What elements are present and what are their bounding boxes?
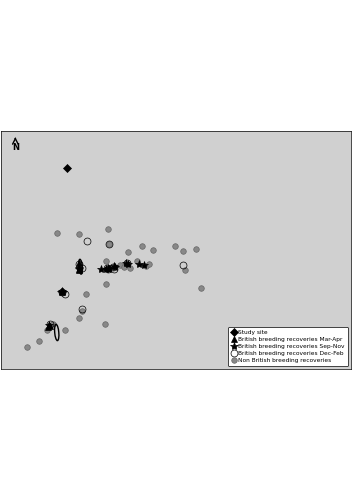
- Text: N: N: [12, 143, 19, 152]
- Legend: Study site, British breeding recoveries Mar-Apr, British breeding recoveries Sep: Study site, British breeding recoveries …: [228, 326, 348, 366]
